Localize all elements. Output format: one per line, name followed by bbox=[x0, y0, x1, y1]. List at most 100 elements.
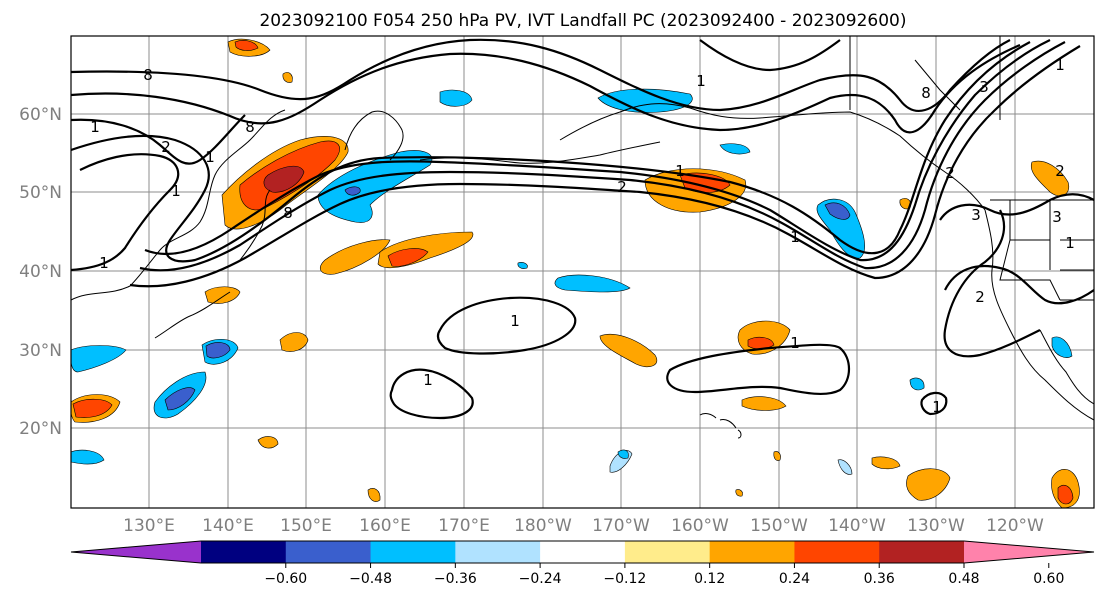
contour-line bbox=[699, 39, 841, 72]
contour-line bbox=[144, 39, 1051, 262]
shade-negative bbox=[71, 449, 105, 465]
contour-label: 1 bbox=[790, 334, 800, 352]
lon-tick-label: 170°E bbox=[438, 516, 490, 536]
shade-negative bbox=[205, 342, 231, 359]
shade-positive bbox=[906, 468, 951, 501]
shade-positive bbox=[263, 165, 305, 193]
shade-positive bbox=[234, 40, 259, 51]
contour-label: 1 bbox=[675, 162, 685, 180]
map-title: 2023092100 F054 250 hPa PV, IVT Landfall… bbox=[259, 11, 906, 31]
contour-line bbox=[71, 43, 1021, 134]
contour-label: 3 bbox=[971, 206, 981, 224]
contour-label: 1 bbox=[1065, 234, 1075, 252]
shade-positive bbox=[1057, 485, 1074, 505]
contour-line bbox=[71, 38, 1011, 112]
contour-label: 8 bbox=[283, 204, 293, 222]
colorbar-tick-label: −0.24 bbox=[519, 571, 562, 587]
contour-label: 2 bbox=[975, 288, 985, 306]
colorbar-segment bbox=[794, 541, 880, 563]
shade-negative bbox=[439, 89, 473, 107]
lat-tick-label: 30°N bbox=[19, 341, 62, 361]
contour-label: 1 bbox=[510, 312, 520, 330]
shade-negative bbox=[719, 143, 751, 155]
contour-line bbox=[139, 41, 1066, 272]
shade-negative bbox=[824, 202, 851, 220]
contour-label: 1 bbox=[423, 371, 433, 389]
contour-label: 1 bbox=[90, 118, 100, 136]
contour-label: 2 bbox=[161, 138, 171, 156]
shade-positive bbox=[279, 332, 309, 352]
longitude-labels: 130°E 140°E 150°E 160°E 170°E 180°W 170°W 160°W… bbox=[123, 516, 1044, 536]
lat-tick-label: 40°N bbox=[19, 262, 62, 282]
coastline-japan bbox=[154, 189, 271, 339]
shade-positive bbox=[599, 333, 657, 367]
lon-tick-label: 130°W bbox=[907, 516, 965, 536]
map-panel: 8 1 2 1 1 8 8 1 1 1 1 1 2 1 1 1 1 8 2 3 bbox=[70, 35, 1095, 509]
shade-positive bbox=[773, 451, 781, 461]
lon-tick-label: 120°W bbox=[986, 516, 1044, 536]
colorbar-tick-label: −0.12 bbox=[603, 571, 646, 587]
colorbar-outline bbox=[70, 540, 1095, 564]
lon-tick-label: 170°W bbox=[592, 516, 650, 536]
contour-label: 2 bbox=[1055, 162, 1065, 180]
lon-tick-label: 180°W bbox=[514, 516, 572, 536]
lon-tick-label: 140°W bbox=[828, 516, 886, 536]
shade-negative bbox=[164, 387, 196, 411]
colorbar-tick-label: −0.48 bbox=[349, 571, 392, 587]
coastline-hawaii bbox=[699, 413, 742, 439]
shade-negative bbox=[1051, 336, 1073, 358]
shade-negative bbox=[837, 459, 853, 475]
contour-label: 2 bbox=[945, 164, 955, 182]
coastline-baja bbox=[1039, 329, 1094, 405]
colorbar-segment bbox=[709, 541, 795, 563]
shade-positive bbox=[282, 72, 293, 83]
gridlines bbox=[71, 36, 1094, 508]
contour-label: 1 bbox=[99, 254, 109, 272]
colorbar-segment bbox=[540, 541, 626, 563]
contour-line bbox=[666, 343, 851, 396]
shade-positive bbox=[319, 239, 391, 275]
colorbar: −0.60 −0.48 −0.36 −0.24 −0.12 0.12 0.24 0.36 0.4… bbox=[70, 540, 1095, 587]
colorbar-segment bbox=[879, 541, 965, 563]
colorbar-tick-label: −0.60 bbox=[264, 571, 307, 587]
shade-positive bbox=[747, 336, 775, 350]
pv-contours bbox=[71, 38, 1094, 420]
contour-label: 1 bbox=[171, 182, 181, 200]
shade-positive bbox=[871, 456, 901, 470]
colorbar-segment bbox=[455, 541, 541, 563]
contour-line bbox=[71, 153, 180, 272]
shading-layer bbox=[71, 38, 1080, 508]
contour-label: 8 bbox=[921, 84, 931, 102]
map-frame bbox=[70, 35, 1095, 509]
colorbar-segment bbox=[201, 541, 287, 563]
contour-label: 1 bbox=[790, 228, 800, 246]
lat-tick-label: 20°N bbox=[19, 419, 62, 439]
shade-positive bbox=[204, 286, 241, 304]
shade-positive bbox=[735, 489, 743, 497]
contour-line bbox=[943, 209, 1041, 358]
colorbar-extension-min bbox=[71, 541, 201, 563]
colorbar-segment bbox=[370, 541, 456, 563]
contour-line bbox=[436, 296, 577, 355]
lon-tick-label: 160°E bbox=[359, 516, 411, 536]
shade-negative bbox=[554, 274, 631, 293]
contour-line bbox=[389, 368, 474, 420]
shade-negative bbox=[517, 262, 528, 269]
colorbar-tick-label: 0.48 bbox=[948, 571, 979, 587]
contour-label: 3 bbox=[979, 78, 989, 96]
colorbar-extension-max bbox=[964, 541, 1094, 563]
lon-tick-label: 130°E bbox=[123, 516, 175, 536]
colorbar-tick-label: 0.60 bbox=[1033, 571, 1064, 587]
colorbar-segment bbox=[285, 541, 372, 563]
contour-line bbox=[920, 391, 948, 416]
lon-tick-label: 150°W bbox=[750, 516, 808, 536]
colorbar-segment bbox=[624, 541, 711, 563]
map-background bbox=[71, 36, 1094, 508]
contour-label: 1 bbox=[932, 398, 942, 416]
border-states bbox=[999, 200, 1094, 301]
coastline-kamchatka bbox=[344, 110, 404, 161]
contour-label: 2 bbox=[617, 178, 627, 196]
shade-negative bbox=[816, 198, 865, 259]
shade-negative bbox=[344, 186, 361, 196]
